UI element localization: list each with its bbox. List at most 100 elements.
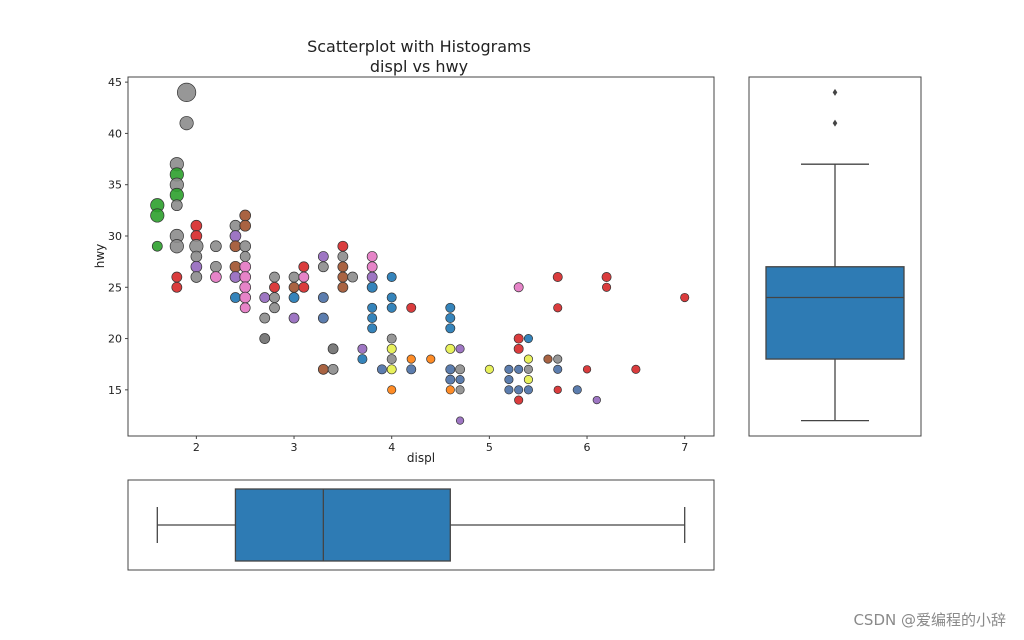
scatter-point [552,272,563,282]
scatter-point [171,271,183,283]
scatter-point [553,303,563,313]
scatter-point [298,271,310,283]
scatter-point [171,199,183,212]
scatter-point [523,364,533,374]
scatter-point [337,251,349,262]
y-tick-label: 35 [108,179,122,192]
scatter-point [190,260,203,273]
scatter-point [210,271,222,283]
box-iqr [234,488,451,562]
scatter-point [259,333,271,344]
scatter-point [239,251,251,262]
scatter-point [239,271,252,283]
scatter-point [455,385,465,395]
scatter-point [337,271,349,283]
scatter-point [229,230,242,242]
scatter-point [288,312,300,324]
scatter-point [386,302,397,313]
scatter-point [426,354,436,364]
scatter-point [504,364,514,374]
scatter-point [523,334,533,344]
scatter-point [239,260,252,273]
x-tick-label: 5 [486,441,493,454]
scatter-point [386,292,397,303]
y-axis-label: hwy [93,244,107,269]
scatter-point [553,385,562,394]
displ-boxplot [156,488,686,562]
scatter-point [455,375,465,385]
scatter-point [327,363,339,375]
scatter-point [386,343,397,354]
scatter-point [229,260,242,273]
y-tick-label: 20 [108,333,122,346]
scatter-point [259,312,271,324]
scatter-point [239,209,252,222]
scatter-point [366,261,378,273]
scatter-point [190,271,203,283]
scatter-point [337,281,349,293]
x-tick-label: 7 [681,441,688,454]
scatter-point [680,292,690,303]
scatter-point [582,365,592,374]
scatter-point [406,354,416,364]
scatter-point [150,208,165,223]
scatter-point [298,281,310,293]
scatter-point [177,82,197,102]
scatter-point [406,302,417,313]
scatter-point [259,292,271,303]
scatter-point [602,282,612,292]
scatter-point [239,240,252,253]
scatter-point [229,240,242,253]
scatter-point [230,292,241,303]
scatter-point [239,219,252,232]
outlier-marker [832,88,838,96]
outlier-marker [832,119,838,127]
scatter-point [601,272,612,282]
scatter-point [269,281,280,293]
y-tick-label: 30 [108,230,122,243]
scatter-point [317,363,329,375]
scatter-point [366,251,378,262]
scatter-point [631,364,641,374]
scatter-point [592,395,601,405]
watermark: CSDN @爱编程的小辞 [853,611,1006,629]
box-iqr [765,266,905,360]
chart-title: Scatterplot with Histograms [307,37,531,56]
scatter-point [504,385,514,395]
scatter-point [553,354,563,364]
scatter-point [317,292,329,303]
scatter-point [229,219,242,232]
scatter-point [445,313,456,324]
scatter-point [386,272,397,282]
x-tick-label: 3 [291,441,298,454]
scatter-point [553,364,563,374]
scatter-point [514,385,524,395]
scatter-point [455,344,465,354]
scatter-point [513,333,524,344]
scatter-point [445,374,456,385]
scatter-point [288,281,300,293]
scatter-point [445,323,456,334]
x-tick-label: 6 [584,441,591,454]
y-tick-label: 40 [108,127,122,140]
chart-subtitle: displ vs hwy [370,57,468,76]
scatter-point [239,281,252,294]
scatter-point [366,271,378,283]
scatter-point [357,354,368,365]
scatter-point [367,323,378,334]
scatter-point [169,239,184,254]
scatter-point [523,354,533,364]
scatter-point [239,302,251,314]
scatter-points [150,82,690,425]
scatter-point [366,281,378,293]
scatter-point [179,116,194,131]
scatter-point [543,354,553,364]
y-tick-label: 25 [108,281,122,294]
scatter-point [455,364,466,375]
scatter-point [367,302,378,313]
scatter-point [386,364,397,375]
scatter-point [229,271,242,283]
scatter-point [210,260,222,273]
scatter-point [386,333,397,344]
